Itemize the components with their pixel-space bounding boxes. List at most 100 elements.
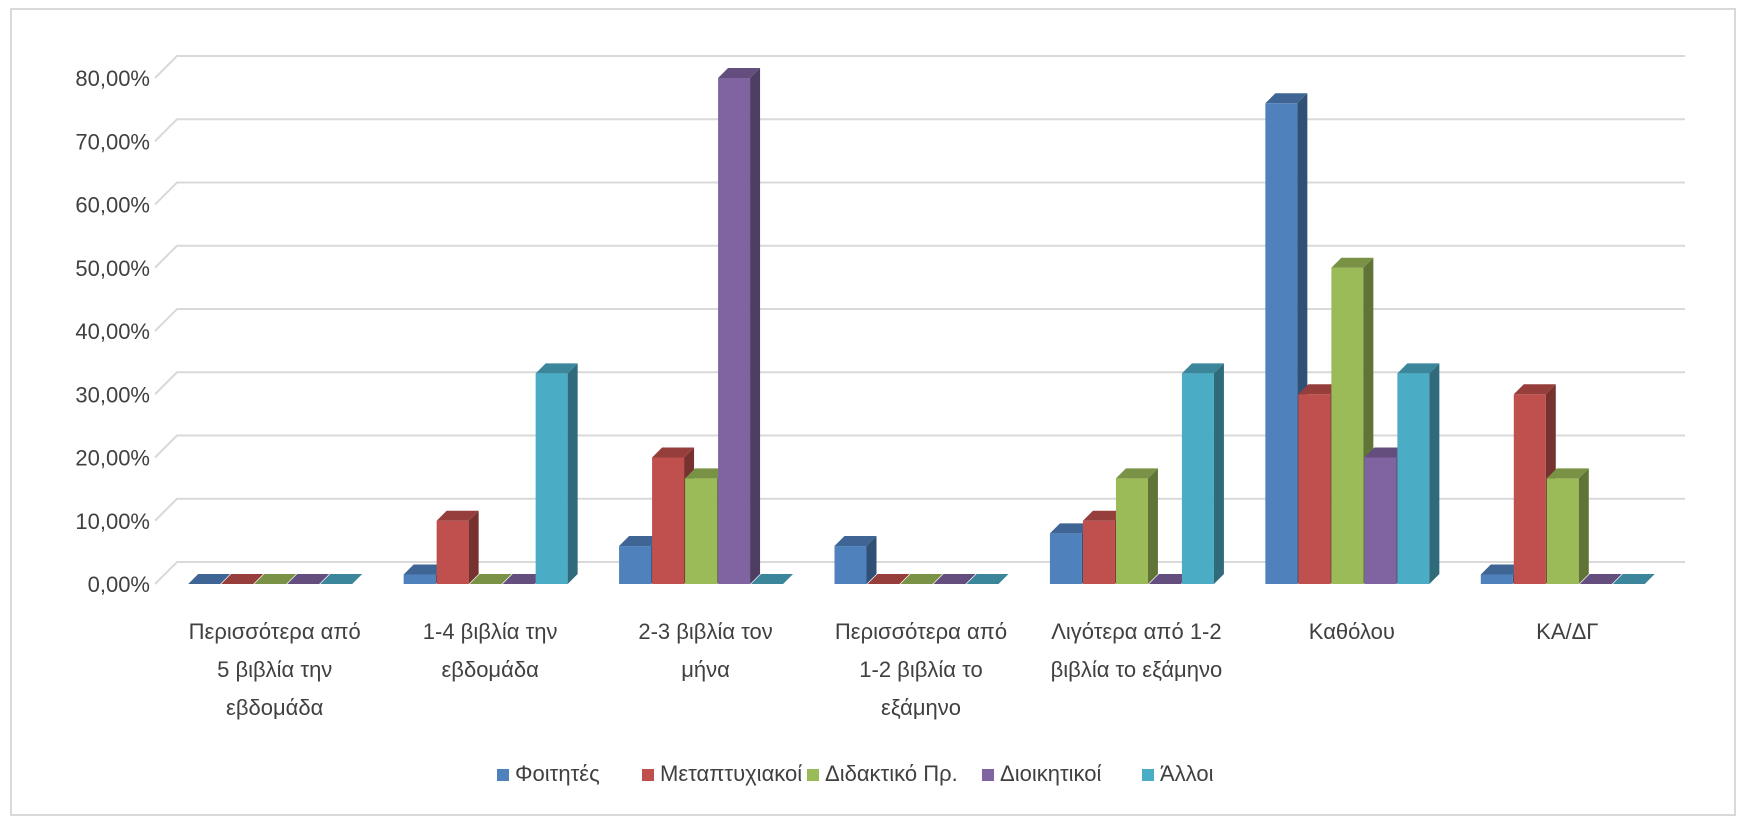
bar-front bbox=[1181, 373, 1214, 584]
bar-top bbox=[1579, 574, 1622, 584]
bar-top bbox=[1546, 468, 1589, 479]
gridline bbox=[154, 371, 1685, 395]
bar-side bbox=[1213, 363, 1224, 584]
bar-top bbox=[867, 574, 910, 584]
bar-top bbox=[1331, 257, 1374, 268]
bar bbox=[436, 510, 479, 584]
legend-item: Διδακτικό Πρ. bbox=[807, 761, 958, 786]
bar bbox=[502, 574, 545, 584]
legend-label: Άλλοι bbox=[1160, 761, 1214, 786]
bar-front bbox=[652, 457, 685, 584]
bar-front bbox=[1397, 373, 1430, 584]
legend-label: Διοικητικοί bbox=[1000, 761, 1101, 786]
bar-front bbox=[685, 478, 718, 584]
bar-top bbox=[502, 574, 545, 584]
bar bbox=[469, 574, 512, 584]
y-tick-label: 70,00% bbox=[75, 129, 150, 154]
bar-front bbox=[1049, 533, 1082, 584]
bar-front bbox=[834, 546, 867, 584]
bar-top bbox=[221, 574, 264, 584]
x-category-label: ΚΑ/ΔΓ bbox=[1536, 619, 1598, 644]
bar-front bbox=[436, 520, 469, 584]
bar-top bbox=[1397, 363, 1440, 374]
bar-top bbox=[1148, 574, 1191, 584]
bar-top bbox=[1364, 447, 1407, 458]
legend-label: Διδακτικό Πρ. bbox=[825, 761, 958, 786]
bar-side bbox=[1429, 363, 1440, 584]
bar-front bbox=[619, 546, 652, 584]
bar-top bbox=[685, 468, 728, 479]
y-tick-label: 40,00% bbox=[75, 319, 150, 344]
gridline bbox=[154, 244, 1685, 269]
bar-top bbox=[254, 574, 297, 584]
bar bbox=[221, 574, 264, 584]
chart-frame bbox=[10, 8, 1736, 816]
bar-top bbox=[718, 68, 761, 78]
x-category-label: 1-4 βιβλία την εβδομάδα bbox=[423, 619, 558, 682]
legend-swatch bbox=[497, 769, 509, 781]
legend-item: Άλλοι bbox=[1142, 761, 1214, 786]
bar bbox=[834, 536, 877, 584]
bar-top bbox=[900, 574, 943, 584]
legend-swatch bbox=[982, 769, 994, 781]
bar-side bbox=[866, 536, 877, 584]
bar-side bbox=[1578, 468, 1589, 584]
bar bbox=[254, 574, 297, 584]
x-category-label: 2-3 βιβλία τον μήνα bbox=[638, 619, 772, 682]
bar-top bbox=[403, 564, 446, 575]
bar bbox=[1181, 363, 1224, 584]
bar-front bbox=[535, 373, 568, 584]
bar-top bbox=[436, 510, 479, 521]
bar-front bbox=[1331, 267, 1364, 584]
x-axis-categories: Περισσότερα από 5 βιβλία την εβδομάδα 1-4 β… bbox=[189, 619, 1599, 720]
bar-side bbox=[750, 68, 761, 584]
y-tick-label: 10,00% bbox=[75, 509, 150, 534]
legend-label: Φοιτητές bbox=[515, 761, 600, 786]
bar-top bbox=[1049, 523, 1092, 534]
bar-top bbox=[1612, 574, 1655, 584]
bar bbox=[933, 574, 976, 584]
bar-front bbox=[1265, 103, 1298, 585]
gridlines bbox=[154, 55, 1685, 585]
bar-front bbox=[1298, 394, 1331, 584]
x-category-label: Λιγότερα από 1-2 βιβλία το εξάμηνο bbox=[1051, 619, 1223, 682]
bar bbox=[900, 574, 943, 584]
bar-front bbox=[1364, 457, 1397, 584]
bar-top bbox=[1298, 384, 1341, 395]
legend-swatch bbox=[642, 769, 654, 781]
gridline bbox=[154, 497, 1685, 522]
bar-top bbox=[1513, 384, 1556, 395]
bar-front bbox=[1513, 394, 1546, 584]
bar-top bbox=[320, 574, 363, 584]
gridline bbox=[154, 308, 1685, 332]
bar-top bbox=[619, 536, 662, 547]
bar-front bbox=[403, 574, 436, 584]
bar-top bbox=[469, 574, 512, 584]
bar bbox=[867, 574, 910, 584]
bar bbox=[1397, 363, 1440, 584]
bar bbox=[1579, 574, 1622, 584]
x-category-label: Καθόλου bbox=[1309, 619, 1395, 644]
legend-label: Μεταπτυχιακοί bbox=[660, 761, 802, 786]
y-tick-label: 50,00% bbox=[75, 256, 150, 281]
bar-side bbox=[1147, 468, 1158, 584]
bar-top bbox=[1181, 363, 1224, 374]
x-category-label: Περισσότερα από 1-2 βιβλία το εξάμηνο bbox=[835, 619, 1007, 720]
gridline bbox=[154, 181, 1685, 206]
bar-side bbox=[468, 510, 479, 584]
bars bbox=[188, 68, 1655, 585]
bar-top bbox=[933, 574, 976, 584]
gridline bbox=[154, 118, 1685, 142]
y-tick-label: 30,00% bbox=[75, 382, 150, 407]
bar bbox=[287, 574, 330, 584]
bar-top bbox=[834, 536, 877, 547]
y-axis-ticks: 0,00% 10,00% 20,00% 30,00% 40,00% 50,00% 60,00… bbox=[75, 66, 150, 597]
bar-top bbox=[1265, 93, 1308, 104]
gridline bbox=[154, 434, 1685, 459]
x-category-label: Περισσότερα από 5 βιβλία την εβδομάδα bbox=[189, 619, 361, 720]
bar-top bbox=[966, 574, 1009, 584]
legend-swatch bbox=[1142, 769, 1154, 781]
bar bbox=[751, 574, 794, 584]
y-tick-label: 60,00% bbox=[75, 193, 150, 218]
